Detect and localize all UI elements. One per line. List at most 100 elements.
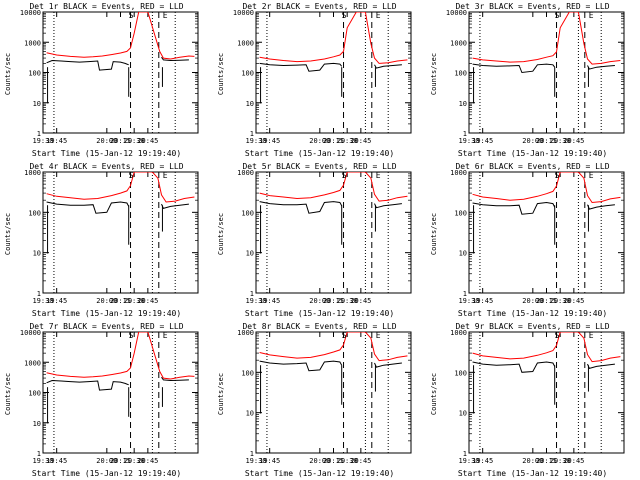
y-tick-label: 10 <box>246 100 254 108</box>
y-tick-label: 1 <box>463 290 467 298</box>
x-tick-label: 19:30 <box>32 137 53 145</box>
x-axis-label: Start Time (15-Jan-12 19:19:40) <box>457 309 608 318</box>
x-tick-label: 20:45 <box>563 137 584 145</box>
x-tick-label: 20:30 <box>124 457 145 465</box>
panel-title: Det 8r BLACK = Events, RED = LLD <box>242 322 397 331</box>
start-marker-label: S <box>342 331 347 340</box>
end-marker-label: E <box>589 11 594 20</box>
x-tick-label: 19:45 <box>259 137 280 145</box>
y-tick-label: 100 <box>28 390 41 398</box>
x-tick-label: 20:00 <box>309 457 330 465</box>
y-tick-label: 10000 <box>20 329 41 337</box>
x-tick-label: 20:00 <box>96 297 117 305</box>
y-tick-label: 100 <box>454 209 467 217</box>
events-series-line <box>161 203 189 209</box>
lld-series-line <box>46 332 195 380</box>
x-tick-label: 20:00 <box>309 137 330 145</box>
end-marker-label: E <box>376 331 381 340</box>
events-series-line <box>374 203 402 209</box>
events-series-line <box>374 362 402 368</box>
x-tick-label: 20:30 <box>124 137 145 145</box>
end-marker-label: E <box>376 171 381 180</box>
detector-panel: Det 8r BLACK = Events, RED = LLD Start Ti… <box>213 320 426 480</box>
data-layer <box>46 332 195 453</box>
data-layer <box>46 172 195 293</box>
start-marker-label: S <box>129 11 134 20</box>
panel-title: Det 5r BLACK = Events, RED = LLD <box>242 162 397 171</box>
y-tick-label: 1000 <box>24 39 41 47</box>
y-tick-label: 1000 <box>237 329 254 337</box>
end-marker-label: E <box>589 171 594 180</box>
x-tick-label: 20:45 <box>137 457 158 465</box>
x-axis-label: Start Time (15-Jan-12 19:19:40) <box>244 149 395 158</box>
detector-panel: Det 1r BLACK = Events, RED = LLD Start Ti… <box>0 0 213 160</box>
x-axis-label: Start Time (15-Jan-12 19:19:40) <box>457 469 608 478</box>
x-tick-label: 20:45 <box>137 297 158 305</box>
x-tick-label: 20:45 <box>350 457 371 465</box>
x-tick-label: 20:45 <box>563 297 584 305</box>
data-layer <box>472 172 621 293</box>
x-tick-label: 20:15 <box>536 297 557 305</box>
events-series-line <box>374 64 402 69</box>
x-tick-label: 20:00 <box>96 137 117 145</box>
events-series-line <box>46 201 130 214</box>
y-tick-label: 1000 <box>24 359 41 367</box>
y-tick-label: 1 <box>37 450 41 458</box>
x-tick-label: 20:00 <box>522 457 543 465</box>
x-tick-label: 19:45 <box>46 457 67 465</box>
lld-series-line <box>259 172 408 202</box>
x-tick-label: 19:45 <box>259 297 280 305</box>
events-series-line <box>472 361 556 373</box>
y-tick-label: 100 <box>454 70 467 78</box>
x-tick-label: 20:00 <box>522 297 543 305</box>
y-tick-label: 1 <box>250 450 254 458</box>
panel-title: Det 9r BLACK = Events, RED = LLD <box>455 322 610 331</box>
start-marker-label: S <box>555 331 560 340</box>
events-series-line <box>587 363 615 369</box>
data-layer <box>472 332 621 453</box>
x-tick-label: 19:30 <box>32 297 53 305</box>
start-marker-label: S <box>129 171 134 180</box>
y-tick-label: 10000 <box>20 9 41 17</box>
events-series-line <box>46 379 129 391</box>
events-series-line <box>472 201 556 215</box>
y-tick-label: 1 <box>250 130 254 138</box>
x-tick-label: 20:30 <box>337 137 358 145</box>
end-marker-label: E <box>376 11 381 20</box>
y-tick-label: 100 <box>241 70 254 78</box>
y-tick-label: 100 <box>28 70 41 78</box>
x-tick-label: 19:30 <box>245 137 266 145</box>
data-layer <box>259 12 408 133</box>
data-layer <box>46 12 195 133</box>
x-tick-label: 20:45 <box>350 297 371 305</box>
x-tick-label: 20:15 <box>323 297 344 305</box>
y-tick-label: 10 <box>33 420 41 428</box>
y-tick-label: 1 <box>37 130 41 138</box>
x-tick-label: 20:30 <box>337 297 358 305</box>
x-tick-label: 20:15 <box>323 457 344 465</box>
events-series-line <box>259 360 343 372</box>
panel-title: Det 4r BLACK = Events, RED = LLD <box>29 162 184 171</box>
y-tick-label: 10 <box>33 250 41 258</box>
events-series-line <box>46 59 129 71</box>
events-series-line <box>259 62 343 72</box>
detector-panel: Det 9r BLACK = Events, RED = LLD Start Ti… <box>426 320 639 480</box>
x-tick-label: 19:30 <box>458 457 479 465</box>
events-series-line <box>161 56 189 62</box>
data-layer <box>259 172 408 293</box>
y-tick-label: 1 <box>37 290 41 298</box>
y-tick-label: 1000 <box>450 169 467 177</box>
events-series-line <box>472 63 556 74</box>
y-tick-label: 1000 <box>24 169 41 177</box>
x-axis-label: Start Time (15-Jan-12 19:19:40) <box>31 469 182 478</box>
x-tick-label: 20:15 <box>110 297 131 305</box>
y-tick-label: 10 <box>459 410 467 418</box>
